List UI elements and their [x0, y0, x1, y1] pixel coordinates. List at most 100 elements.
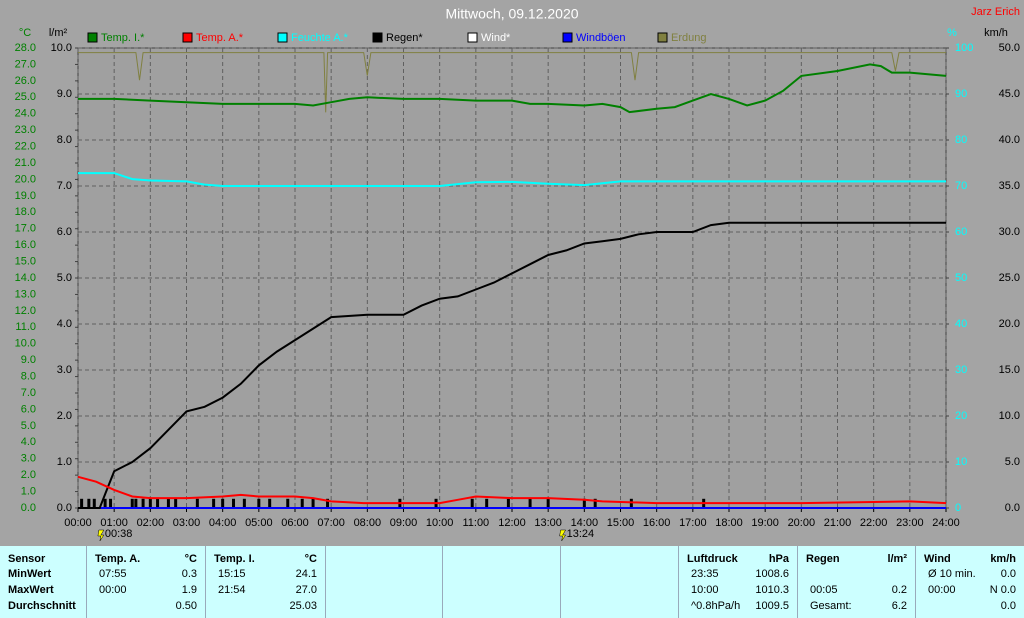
axis-label: °C [19, 27, 31, 39]
stats-column [442, 546, 560, 618]
y-tick-label: 14.0 [15, 272, 36, 284]
y-tick-label: 26.0 [15, 75, 36, 87]
stat-time: 00:00 [928, 584, 956, 596]
y-tick-label: 90 [955, 88, 967, 100]
x-tick-label: 02:00 [137, 517, 165, 529]
x-tick-label: 15:00 [607, 517, 635, 529]
y-tick-label: 28.0 [15, 42, 36, 54]
stat-time: 15:15 [218, 568, 246, 580]
y-tick-label: 19.0 [15, 190, 36, 202]
x-tick-label: 07:00 [317, 517, 345, 529]
stat-value: 1.9 [181, 584, 197, 596]
legend-label: Regen* [386, 32, 423, 44]
legend-label: Temp. A.* [196, 32, 244, 44]
y-tick-label: 8.0 [21, 370, 36, 382]
author: Jarz Erich [971, 6, 1020, 18]
x-tick-label: 11:00 [462, 517, 489, 529]
y-tick-label: 0.0 [1005, 502, 1020, 514]
rain-bar [166, 498, 170, 508]
stat-time: 21:54 [218, 584, 246, 596]
stats-column: Wind km/h Ø 10 min. 0.0 00:00 N 0.0 0.0 [915, 546, 1024, 618]
x-tick-label: 13:00 [534, 517, 562, 529]
y-tick-label: 2.0 [21, 469, 36, 481]
chart-title: Mittwoch, 09.12.2020 [445, 6, 578, 22]
rain-bar [485, 498, 489, 508]
legend-label: Erdung [671, 32, 706, 44]
stat-value: 0.3 [181, 568, 197, 580]
annotation-label: 00:38 [105, 528, 133, 540]
stat-time: Ø 10 min. [928, 568, 976, 580]
rain-bar [134, 498, 138, 508]
stat-time: 23:35 [691, 568, 719, 580]
column-unit: l/m² [887, 553, 907, 565]
y-tick-label: 3.0 [57, 364, 72, 376]
stat-time: ^0.8hPa/h [691, 600, 741, 612]
stat-time: Gesamt: [810, 600, 852, 612]
rain-bar [141, 498, 145, 508]
x-tick-label: 03:00 [173, 517, 201, 529]
y-tick-label: 7.0 [21, 387, 36, 399]
row-label: Sensor [8, 553, 46, 565]
legend-label: Wind* [481, 32, 511, 44]
y-tick-label: 22.0 [15, 140, 36, 152]
y-tick-label: 30.0 [999, 226, 1020, 238]
y-tick-label: 0.0 [21, 502, 36, 514]
rain-bar [629, 498, 633, 508]
stats-column: Temp. A. °C 07:55 0.3 00:00 1.9 0.50 [86, 546, 205, 618]
stat-value: N 0.0 [989, 584, 1016, 596]
y-tick-label: 50.0 [999, 42, 1020, 54]
stats-column [325, 546, 442, 618]
legend-swatch [562, 32, 573, 43]
x-tick-label: 00:00 [64, 517, 92, 529]
rain-bar [286, 498, 290, 508]
x-tick-label: 17:00 [679, 517, 707, 529]
y-tick-label: 20.0 [15, 173, 36, 185]
y-tick-label: 9.0 [57, 88, 72, 100]
rain-bar [300, 498, 304, 508]
y-tick-label: 5.0 [1005, 456, 1020, 468]
x-tick-label: 20:00 [788, 517, 816, 529]
column-title: Regen [806, 553, 840, 565]
legend-label: Feuchte A.* [291, 32, 349, 44]
column-unit: °C [184, 553, 197, 565]
column-unit: hPa [768, 553, 789, 565]
series-line [78, 63, 947, 114]
rain-bar [174, 498, 178, 508]
y-tick-label: 80 [955, 134, 967, 146]
y-tick-label: 24.0 [15, 108, 36, 120]
x-tick-label: 22:00 [860, 517, 888, 529]
y-tick-label: 25.0 [999, 272, 1020, 284]
y-tick-label: 4.0 [57, 318, 72, 330]
x-tick-label: 01:00 [100, 517, 128, 529]
axis-label: km/h [984, 27, 1008, 39]
legend-label: Temp. I.* [101, 32, 145, 44]
y-tick-label: 11.0 [15, 321, 36, 333]
rain-bar [582, 498, 586, 508]
stat-value: 0.0 [1000, 568, 1016, 580]
y-tick-label: 1.0 [57, 456, 72, 468]
x-tick-label: 10:00 [426, 517, 454, 529]
x-tick-label: 16:00 [643, 517, 671, 529]
legend-swatch [87, 32, 98, 43]
y-tick-label: 30 [955, 364, 967, 376]
column-unit: °C [304, 553, 317, 565]
legend-label: Windböen [576, 32, 626, 44]
y-tick-label: 10.0 [999, 410, 1020, 422]
y-tick-label: 18.0 [15, 206, 36, 218]
stat-value: 1008.6 [755, 568, 789, 580]
series-line [78, 52, 946, 113]
y-tick-label: 50 [955, 272, 967, 284]
rain-bar [103, 498, 107, 508]
axis-label: % [947, 27, 957, 39]
y-tick-label: 25.0 [15, 91, 36, 103]
y-tick-label: 60 [955, 226, 967, 238]
rain-bar [130, 498, 134, 508]
y-tick-label: 1.0 [21, 485, 36, 497]
y-tick-label: 40 [955, 318, 967, 330]
legend-swatch [372, 32, 383, 43]
legend-swatch [277, 32, 288, 43]
stat-time: 00:00 [99, 584, 127, 596]
x-tick-label: 08:00 [354, 517, 382, 529]
stat-time: 10:00 [691, 584, 719, 596]
